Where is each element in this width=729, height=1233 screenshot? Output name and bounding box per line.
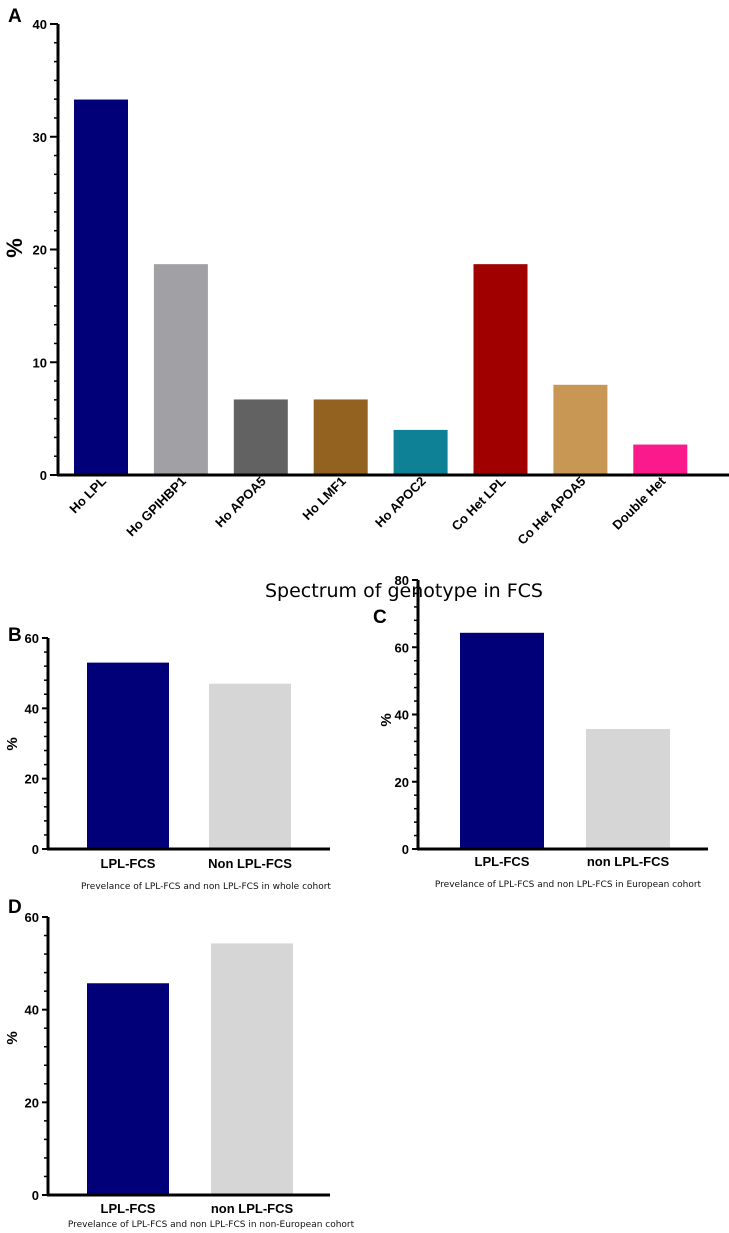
y-tick-label-a: 20: [33, 243, 47, 258]
bar-a-2: [233, 399, 288, 475]
bar-a-7: [633, 444, 688, 475]
y-axis-label-d: %: [4, 1031, 21, 1044]
panel-a: A 0 10 20 30 40 Ho LPL Ho GPIHBP1 Ho APOA5 Ho L…: [2, 6, 729, 602]
panel-letter-c: C: [373, 607, 387, 628]
bar-a-1: [153, 264, 208, 475]
y-tick-label-b: 0: [32, 842, 39, 857]
bar-a-6: [553, 384, 608, 475]
caption-b: Prevelance of LPL-FCS and non LPL-FCS in…: [81, 882, 331, 892]
bar-c-0: [460, 632, 544, 849]
category-label-a: Ho APOC2: [372, 474, 429, 531]
x-axis-title-a: Spectrum of genotype in FCS: [265, 580, 543, 602]
bar-c-1: [586, 728, 670, 849]
y-tick-label-b: 40: [25, 701, 39, 716]
y-tick-label-c: 60: [395, 640, 409, 655]
bar-a-5: [473, 264, 528, 475]
bar-b-0: [87, 662, 169, 849]
y-tick-label-d: 20: [25, 1095, 39, 1110]
y-tick-label-c: 0: [402, 842, 409, 857]
bar-d-0: [87, 983, 169, 1195]
y-tick-label-a: 30: [33, 130, 47, 145]
y-tick-label-b: 20: [25, 772, 39, 787]
bar-a-0: [74, 99, 128, 475]
caption-d: Prevelance of LPL-FCS and non LPL-FCS in…: [68, 1220, 355, 1230]
category-label-a: Ho LPL: [66, 473, 109, 516]
y-tick-label-b: 60: [25, 631, 39, 646]
y-tick-label-c: 80: [395, 573, 409, 588]
category-label-a: Ho LMF1: [299, 474, 348, 523]
category-label-b: Non LPL-FCS: [208, 856, 292, 871]
category-label-d: non LPL-FCS: [211, 1201, 294, 1216]
category-label-a: Ho APOA5: [212, 474, 269, 531]
category-label-b: LPL-FCS: [101, 856, 156, 871]
panel-letter-a: A: [8, 6, 22, 27]
y-tick-label-d: 0: [32, 1188, 39, 1203]
y-tick-label-a: 0: [40, 468, 47, 483]
category-label-a: Co Het APOA5: [514, 474, 588, 548]
y-axis-label-a: %: [2, 238, 27, 258]
y-tick-label-c: 20: [395, 775, 409, 790]
y-tick-label-c: 40: [395, 708, 409, 723]
panel-letter-b: B: [8, 625, 22, 646]
category-label-c: LPL-FCS: [475, 854, 530, 869]
y-tick-label-d: 40: [25, 1003, 39, 1018]
y-axis-label-b: %: [4, 737, 21, 750]
y-tick-label-a: 40: [33, 17, 47, 32]
y-tick-label-a: 10: [33, 355, 47, 370]
bar-a-4: [393, 429, 448, 475]
caption-c: Prevelance of LPL-FCS and non LPL-FCS in…: [435, 880, 702, 890]
panel-letter-d: D: [8, 897, 22, 918]
category-label-a: Ho GPIHBP1: [123, 474, 189, 540]
panel-d: D 0 20 40 60 LPL-FCS non LPL-FCS % Prevelanc…: [4, 897, 355, 1230]
y-tick-label-d: 60: [25, 910, 39, 925]
category-label-a: Double Het: [609, 473, 669, 533]
category-label-d: LPL-FCS: [101, 1201, 156, 1216]
bar-d-1: [211, 943, 293, 1195]
bar-b-1: [209, 683, 291, 849]
panel-b: B 0 20 40 60 LPL-FCS Non LPL-FCS % Prevelanc…: [4, 625, 331, 892]
category-label-c: non LPL-FCS: [587, 854, 670, 869]
panel-c: C 0 20 40 60 80 LPL-FCS non LPL-FCS % Prevela…: [373, 573, 708, 890]
category-label-a: Co Het LPL: [448, 473, 508, 533]
y-axis-label-c: %: [378, 713, 395, 726]
bar-a-3: [313, 399, 368, 475]
